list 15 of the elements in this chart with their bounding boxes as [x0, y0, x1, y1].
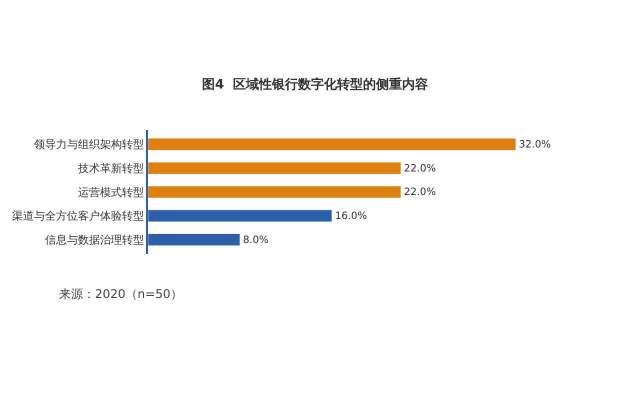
- data-label: 22.0%: [404, 163, 436, 174]
- data-label: 16.0%: [334, 211, 368, 222]
- y-tick-label: 信息与数据治理转型: [45, 234, 144, 247]
- data-label: 8.0%: [242, 234, 269, 246]
- bar: [148, 138, 516, 151]
- y-tick-label: 领导力与组织架构转型: [34, 138, 144, 152]
- y-tick-label: 技术革新转型: [77, 162, 144, 175]
- bar: [148, 186, 402, 198]
- data-label: 32.0%: [518, 140, 552, 151]
- y-tick-label: 渠道与全方位客户体验转型: [12, 210, 144, 223]
- source-note: 来源：2020（n=50）: [59, 287, 182, 301]
- chart-title: 图4 区域性银行数字化转型的侧重内容: [202, 76, 428, 92]
- y-tick-label: 运营模式转型: [78, 186, 144, 199]
- bar: [148, 162, 402, 174]
- data-label: 22.0%: [404, 187, 436, 198]
